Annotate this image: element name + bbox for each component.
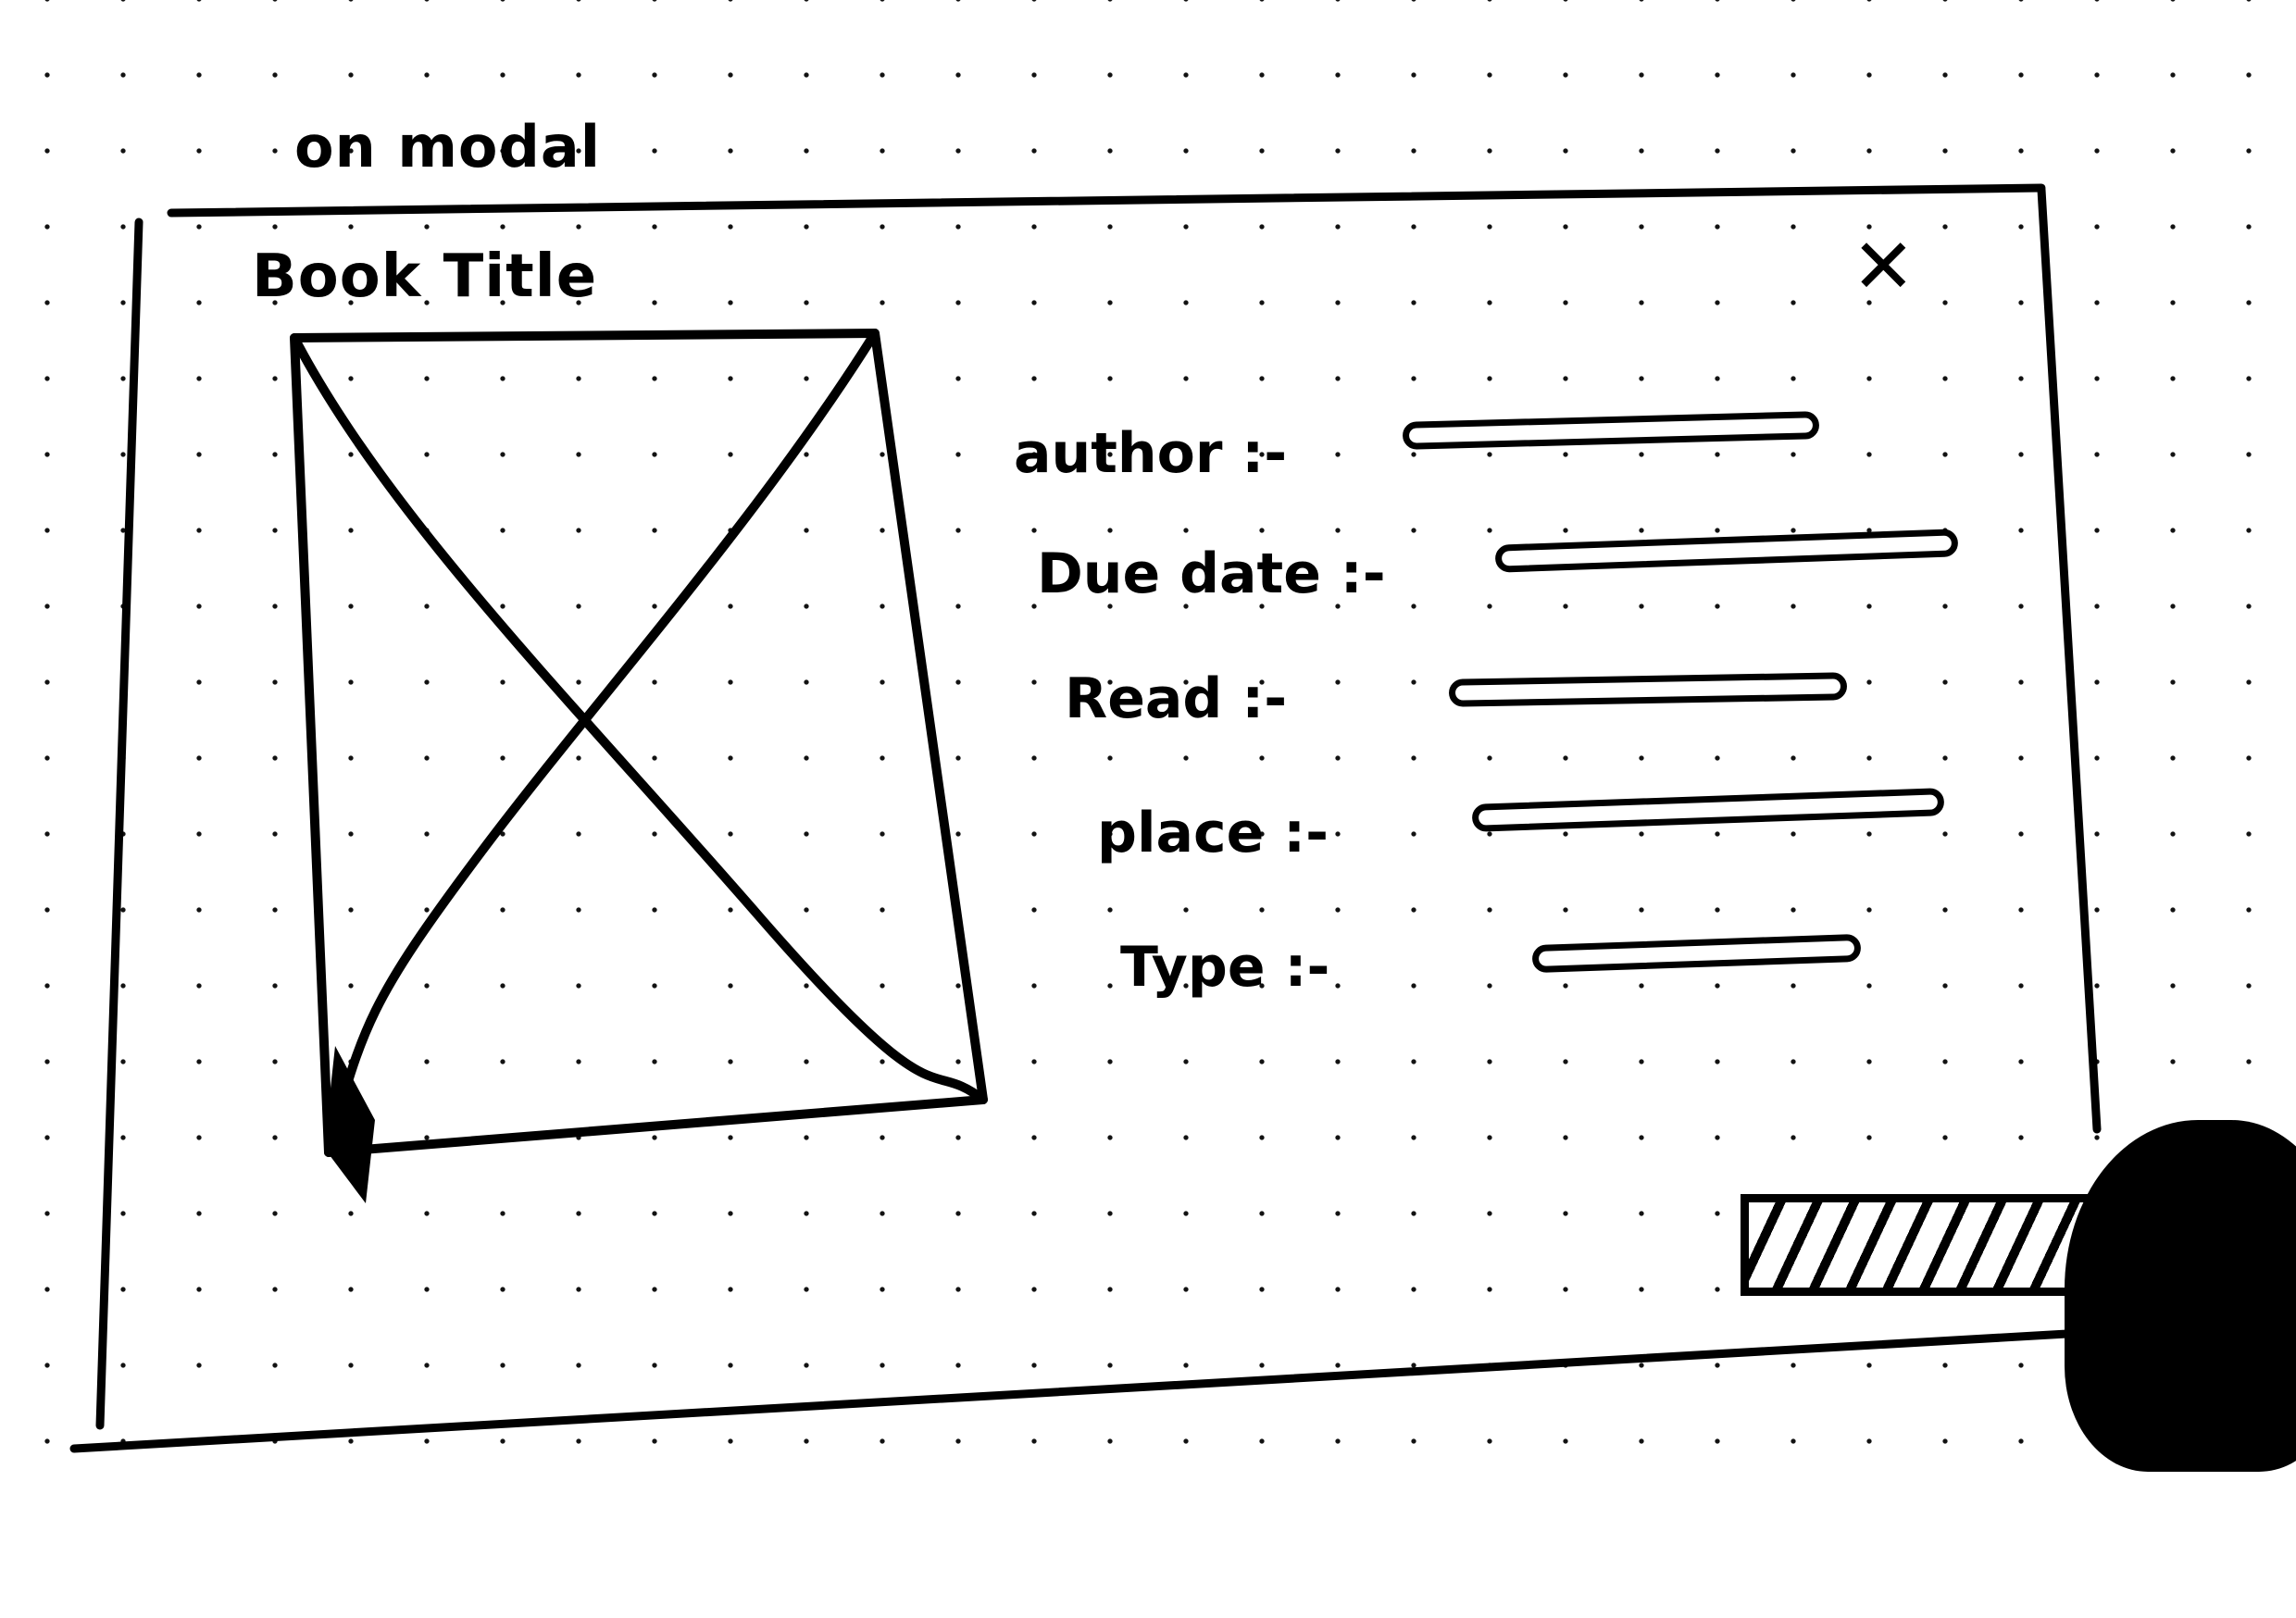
submit-button[interactable] [1741,1194,2092,1296]
place-label: place :- [1097,801,1329,865]
paper-margin [0,1472,2296,1618]
thumb-occlusion [2065,1120,2296,1472]
close-icon[interactable]: ✕ [1852,223,1915,311]
modal-title: Book Title [252,243,598,311]
read-label: Read :- [1065,666,1288,731]
modal-top-edge [167,183,2046,218]
modal-bottom-edge [69,1328,2088,1453]
image-placeholder-diagonal-b [324,329,880,1157]
modal-right-edge [2037,185,2102,1134]
type-label: Type :- [1120,935,1330,1000]
image-placeholder-diagonal-a [290,333,988,1104]
author-label: author :- [1014,421,1288,486]
modal-left-edge [95,218,144,1430]
image-placeholder-box [290,329,988,1157]
sketch-caption: on modal [294,113,601,180]
ink-smudge [324,1046,375,1203]
due-date-label: Due date :- [1037,541,1386,606]
